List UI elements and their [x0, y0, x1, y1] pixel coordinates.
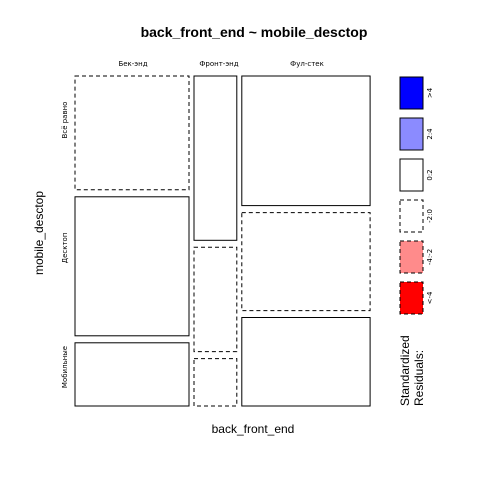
x-axis-title: back_front_end	[212, 422, 295, 436]
chart-title: back_front_end ~ mobile_desctop	[141, 24, 368, 40]
mosaic-tile	[74, 196, 190, 337]
y-tick-label: Всё равно	[61, 102, 69, 139]
mosaic-tile	[241, 75, 371, 207]
mosaic-tile	[74, 342, 190, 407]
legend-label: >4	[426, 87, 434, 98]
mosaic-tile	[193, 358, 238, 407]
legend-label: 2:4	[426, 128, 434, 140]
y-axis-title: mobile_desctop	[32, 191, 46, 275]
y-tick-labels: Всё равно Десктоп Мобильные	[61, 102, 69, 389]
legend-swatch	[399, 76, 424, 110]
y-tick-label: Мобильные	[61, 346, 69, 388]
legend-swatch	[399, 199, 424, 233]
x-tick-label: Фронт-энд	[199, 60, 238, 68]
legend-swatch	[399, 158, 424, 192]
legend-swatch	[399, 117, 424, 151]
mosaic-tile	[241, 212, 371, 312]
x-tick-label: Бек-энд	[118, 60, 147, 68]
mosaic-tile	[241, 317, 371, 407]
legend-entries: >4 2:4 0:2 -2:0 -4:-2 <-4	[399, 76, 434, 315]
mosaic-tile	[193, 246, 238, 353]
legend-title: Residuals:	[412, 350, 426, 406]
legend-label: -2:0	[426, 209, 434, 223]
x-tick-labels: Бек-энд Фронт-энд Фул-стек	[118, 60, 323, 68]
legend-swatch	[399, 281, 424, 315]
legend-swatch	[399, 240, 424, 274]
mosaic-tiles	[74, 75, 371, 407]
legend-title: Standardized	[398, 335, 412, 406]
legend: >4 2:4 0:2 -2:0 -4:-2 <-4 Standardized Residu…	[398, 76, 434, 406]
legend-label: <-4	[426, 291, 434, 304]
mosaic-tile	[74, 75, 190, 191]
y-tick-label: Десктоп	[61, 233, 69, 264]
x-tick-label: Фул-стек	[290, 60, 324, 68]
legend-label: 0:2	[426, 169, 434, 180]
legend-label: -4:-2	[426, 249, 434, 265]
mosaic-tile	[193, 75, 238, 241]
